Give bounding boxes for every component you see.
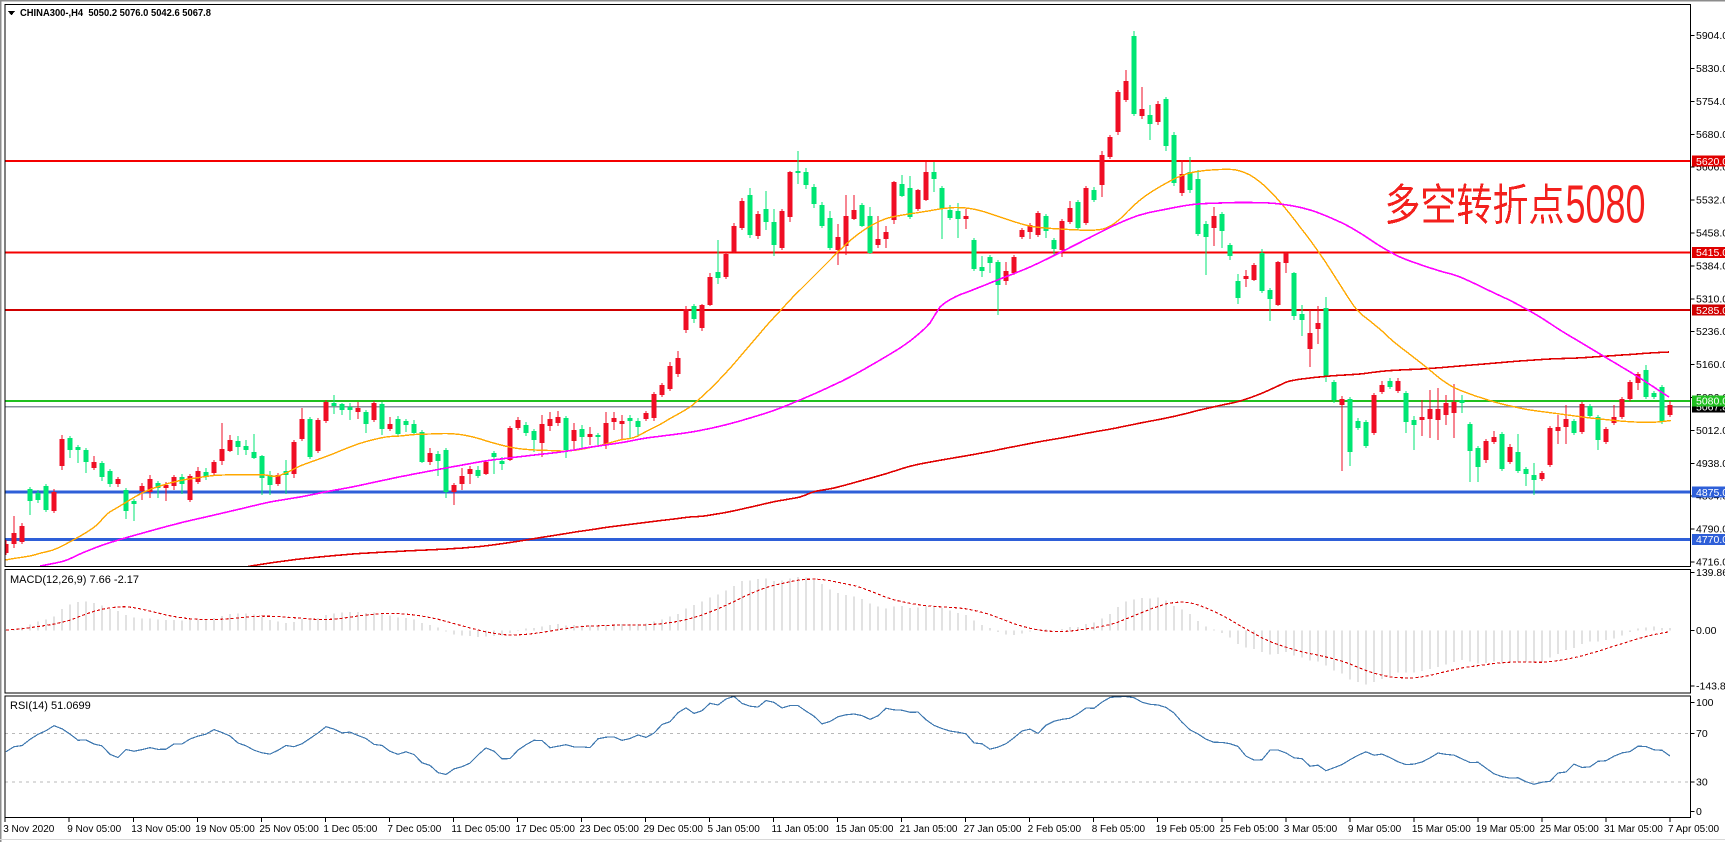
svg-text:5384.0: 5384.0 [1696, 260, 1725, 272]
svg-text:5080.0: 5080.0 [1696, 396, 1725, 408]
svg-text:2 Feb 05:00: 2 Feb 05:00 [1028, 824, 1082, 835]
svg-text:19 Mar 05:00: 19 Mar 05:00 [1476, 824, 1535, 835]
svg-text:23 Dec 05:00: 23 Dec 05:00 [579, 824, 639, 835]
svg-text:0.00: 0.00 [1696, 625, 1717, 637]
svg-text:31 Mar 05:00: 31 Mar 05:00 [1604, 824, 1663, 835]
svg-text:25 Mar 05:00: 25 Mar 05:00 [1540, 824, 1599, 835]
svg-text:5236.0: 5236.0 [1696, 326, 1725, 338]
svg-text:11 Jan 05:00: 11 Jan 05:00 [772, 824, 830, 835]
svg-text:MACD(12,26,9) 7.66 -2.17: MACD(12,26,9) 7.66 -2.17 [10, 574, 139, 586]
svg-text:15 Jan 05:00: 15 Jan 05:00 [836, 824, 894, 835]
svg-text:5532.0: 5532.0 [1696, 195, 1725, 207]
svg-text:25 Feb 05:00: 25 Feb 05:00 [1220, 824, 1279, 835]
svg-text:11 Dec 05:00: 11 Dec 05:00 [451, 824, 510, 835]
svg-text:5754.0: 5754.0 [1696, 96, 1725, 108]
svg-text:4875.0: 4875.0 [1696, 487, 1725, 499]
svg-text:5620.0: 5620.0 [1696, 156, 1725, 168]
svg-text:5012.0: 5012.0 [1696, 425, 1725, 437]
svg-text:RSI(14) 51.0699: RSI(14) 51.0699 [10, 700, 91, 712]
svg-text:3 Mar 05:00: 3 Mar 05:00 [1284, 824, 1338, 835]
svg-text:29 Dec 05:00: 29 Dec 05:00 [644, 824, 704, 835]
svg-text:1 Dec 05:00: 1 Dec 05:00 [323, 824, 377, 835]
svg-text:7 Dec 05:00: 7 Dec 05:00 [387, 824, 441, 835]
svg-text:9 Mar 05:00: 9 Mar 05:00 [1348, 824, 1402, 835]
svg-text:8 Feb 05:00: 8 Feb 05:00 [1092, 824, 1146, 835]
svg-text:15 Mar 05:00: 15 Mar 05:00 [1412, 824, 1471, 835]
svg-text:13 Nov 05:00: 13 Nov 05:00 [131, 824, 191, 835]
svg-text:5830.0: 5830.0 [1696, 63, 1725, 75]
svg-text:5680.0: 5680.0 [1696, 129, 1725, 141]
svg-text:5458.0: 5458.0 [1696, 228, 1725, 240]
svg-text:100: 100 [1696, 697, 1714, 709]
svg-text:0: 0 [1696, 806, 1702, 818]
svg-text:21 Jan 05:00: 21 Jan 05:00 [900, 824, 958, 835]
svg-text:7 Apr 05:00: 7 Apr 05:00 [1668, 824, 1720, 835]
svg-text:5415.0: 5415.0 [1696, 247, 1725, 259]
svg-text:30: 30 [1696, 777, 1708, 789]
svg-text:5160.0: 5160.0 [1696, 359, 1725, 371]
svg-text:3 Nov 2020: 3 Nov 2020 [3, 824, 55, 835]
svg-text:5904.0: 5904.0 [1696, 30, 1725, 42]
svg-text:4716.0: 4716.0 [1696, 557, 1725, 569]
svg-text:27 Jan 05:00: 27 Jan 05:00 [964, 824, 1022, 835]
svg-text:25 Nov 05:00: 25 Nov 05:00 [259, 824, 319, 835]
svg-text:139.86: 139.86 [1696, 567, 1725, 579]
svg-text:4790.0: 4790.0 [1696, 524, 1725, 536]
svg-text:70: 70 [1696, 728, 1708, 740]
svg-text:5285.0: 5285.0 [1696, 305, 1725, 317]
svg-text:19 Feb 05:00: 19 Feb 05:00 [1156, 824, 1215, 835]
svg-text:5080: 5080 [1566, 175, 1646, 235]
svg-text:9 Nov 05:00: 9 Nov 05:00 [67, 824, 121, 835]
svg-text:5 Jan 05:00: 5 Jan 05:00 [708, 824, 761, 835]
svg-text:-143.82: -143.82 [1696, 681, 1725, 693]
svg-text:5310.0: 5310.0 [1696, 293, 1725, 305]
svg-text:CHINA300-,H4 5050.2 5076.0 50: CHINA300-,H4 5050.2 5076.0 5042.6 5067.8 [20, 7, 211, 19]
svg-text:4938.0: 4938.0 [1696, 458, 1725, 470]
svg-text:17 Dec 05:00: 17 Dec 05:00 [515, 824, 575, 835]
svg-text:4770.0: 4770.0 [1696, 534, 1725, 546]
svg-text:19 Nov 05:00: 19 Nov 05:00 [195, 824, 255, 835]
